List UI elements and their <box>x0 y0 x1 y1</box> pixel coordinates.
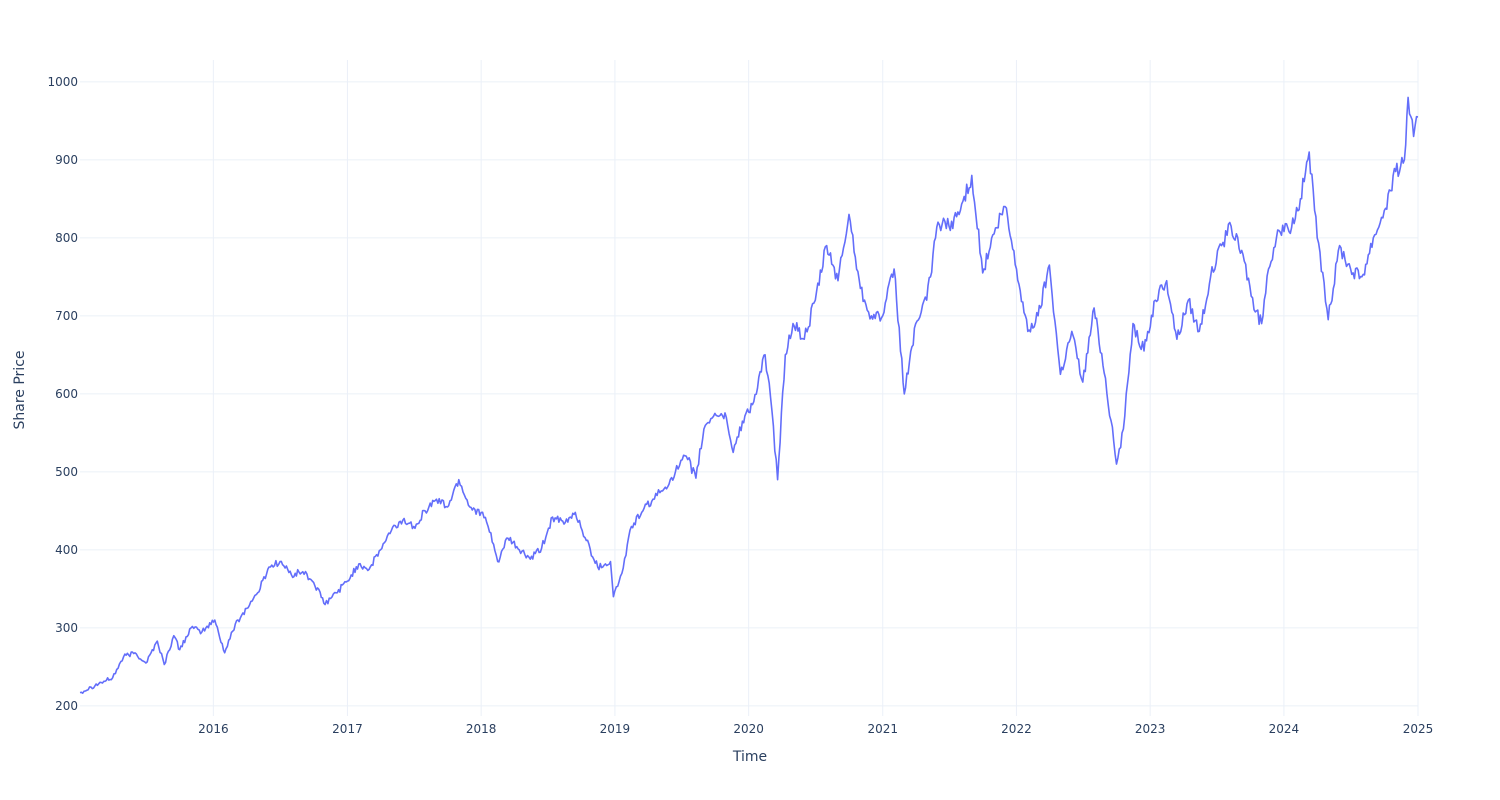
x-tick-label: 2019 <box>600 722 631 736</box>
x-tick-label: 2017 <box>332 722 363 736</box>
x-gridlines <box>212 60 1419 716</box>
series-layer <box>79 96 1419 694</box>
share-price-series-line <box>79 96 1419 694</box>
x-tick-label: 2020 <box>733 722 764 736</box>
x-axis-title: Time <box>732 749 767 765</box>
x-tick-label: 2024 <box>1269 722 1300 736</box>
y-tick-label: 700 <box>55 309 78 323</box>
y-tick-label: 200 <box>55 699 78 713</box>
y-tick-label: 1000 <box>47 75 78 89</box>
x-tick-label: 2022 <box>1001 722 1032 736</box>
x-axis-tick-labels: 2016 2017 2018 2019 2020 2021 2022 2023 2024 2025 <box>198 722 1433 736</box>
x-tick-label: 2016 <box>198 722 229 736</box>
y-axis-tick-labels: 200 300 400 500 600 700 800 900 1000 <box>47 75 78 713</box>
y-tick-label: 600 <box>55 387 78 401</box>
x-tick-label: 2021 <box>867 722 898 736</box>
y-tick-label: 800 <box>55 231 78 245</box>
y-tick-label: 300 <box>55 621 78 635</box>
x-tick-label: 2025 <box>1403 722 1434 736</box>
y-tick-label: 900 <box>55 153 78 167</box>
x-tick-label: 2023 <box>1135 722 1166 736</box>
x-tick-label: 2018 <box>466 722 497 736</box>
y-tick-label: 400 <box>55 543 78 557</box>
y-tick-label: 500 <box>55 465 78 479</box>
y-axis-title: Share Price <box>12 350 28 429</box>
